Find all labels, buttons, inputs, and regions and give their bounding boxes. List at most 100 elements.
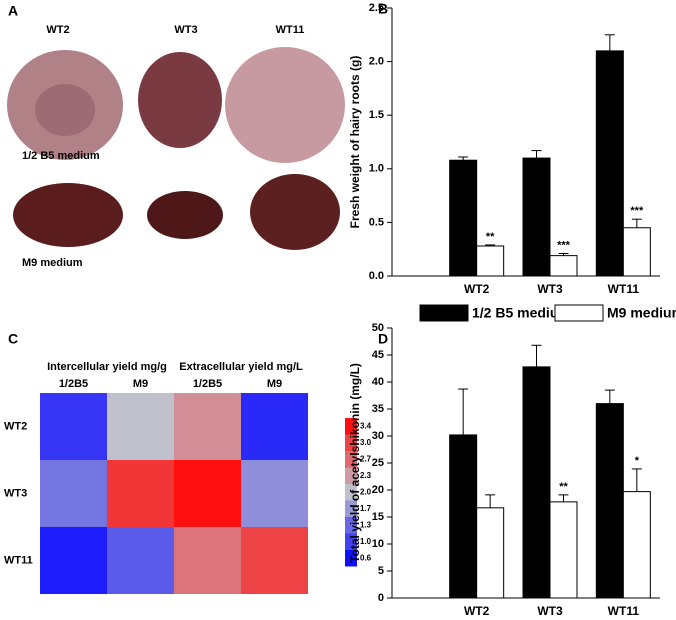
colorbar-block <box>345 451 357 468</box>
panel-label: C <box>8 331 18 347</box>
colorbar-block <box>345 467 357 484</box>
heat-cell <box>174 393 241 460</box>
significance: *** <box>630 205 644 217</box>
heat-cell <box>174 527 241 594</box>
y-tick-label: 20 <box>372 484 384 496</box>
heat-cell <box>107 393 174 460</box>
column-label: M9 <box>267 378 282 390</box>
heat-cell <box>107 460 174 527</box>
photo-root <box>13 183 123 247</box>
bar <box>449 434 478 599</box>
y-tick-label: 50 <box>372 322 384 334</box>
photo-root <box>138 52 222 148</box>
y-tick-label: 2.0 <box>369 56 384 68</box>
column-label: 1/2B5 <box>193 378 222 390</box>
y-tick-label: 35 <box>372 403 384 415</box>
y-tick-label: 1.0 <box>369 163 384 175</box>
significance: *** <box>557 239 571 251</box>
y-tick-label: 2.5 <box>369 2 384 14</box>
heat-cell <box>241 460 308 527</box>
photo-root <box>250 174 340 250</box>
y-tick-label: 0.5 <box>369 216 384 228</box>
heat-cell <box>40 460 107 527</box>
y-tick-label: 25 <box>372 457 384 469</box>
colorbar-label: 1.0 <box>360 537 372 546</box>
y-tick-label: 40 <box>372 376 384 388</box>
photo-root <box>147 191 223 239</box>
y-tick-label: 10 <box>372 538 384 550</box>
x-tick-label: WT2 <box>464 604 490 618</box>
y-tick-label: 5 <box>378 565 384 577</box>
y-tick-label: 1.5 <box>369 109 384 121</box>
legend-label: 1/2 B5 medium <box>472 305 571 321</box>
colorbar-block <box>345 533 357 550</box>
colorbar-label: 3.4 <box>360 421 372 430</box>
bar <box>522 157 551 277</box>
colorbar-block <box>345 434 357 451</box>
colorbar-label: 3.0 <box>360 438 372 447</box>
photo-root <box>35 84 95 136</box>
bar <box>449 159 478 277</box>
y-tick-label: 45 <box>372 349 384 361</box>
bar <box>595 50 624 277</box>
colorbar-block <box>345 517 357 534</box>
photo-row-label: M9 medium <box>22 257 83 269</box>
x-tick-label: WT2 <box>464 282 490 296</box>
column-group-label: Intercellular yield mg/g <box>47 361 167 373</box>
bar <box>549 255 578 277</box>
x-tick-label: WT11 <box>608 604 640 618</box>
row-label: WT11 <box>4 554 33 566</box>
legend-label: M9 medium <box>607 305 676 321</box>
heat-cell <box>107 527 174 594</box>
bar <box>622 227 651 277</box>
bar <box>595 403 624 599</box>
colorbar-label: 2.0 <box>360 487 372 496</box>
significance: ** <box>559 481 568 493</box>
colorbar-block <box>345 550 357 567</box>
y-axis-label: Total yield of acetylshikonin (mg/L) <box>348 363 362 563</box>
bar <box>476 245 505 277</box>
y-tick-label: 0.0 <box>369 270 384 282</box>
row-label: WT3 <box>4 487 27 499</box>
photo-column-label: WT2 <box>46 24 69 36</box>
colorbar-label: 0.6 <box>360 553 372 562</box>
heat-cell <box>40 393 107 460</box>
photos <box>7 47 345 250</box>
photo-column-label: WT11 <box>276 24 305 36</box>
colorbar-block <box>345 418 357 435</box>
panel-label: B <box>378 1 388 17</box>
significance: ** <box>486 231 495 243</box>
photo-row-label: 1/2 B5 medium <box>22 150 100 162</box>
colorbar-block <box>345 500 357 517</box>
x-tick-label: WT3 <box>537 282 563 296</box>
column-group-label: Extracellular yield mg/L <box>179 361 303 373</box>
column-label: 1/2B5 <box>59 378 88 390</box>
y-axis-label: Fresh weight of hairy roots (g) <box>348 56 362 229</box>
colorbar-label: 1.7 <box>360 504 372 513</box>
panel-label: D <box>378 331 388 347</box>
bar <box>476 507 505 599</box>
colorbar-block <box>345 484 357 501</box>
bar <box>622 491 651 599</box>
bar <box>522 366 551 599</box>
y-tick-label: 0 <box>378 592 384 604</box>
x-tick-label: WT3 <box>537 604 563 618</box>
heat-cell <box>241 393 308 460</box>
row-label: WT2 <box>4 420 27 432</box>
photo-root <box>225 47 345 163</box>
heat-cell <box>174 460 241 527</box>
y-tick-label: 30 <box>372 430 384 442</box>
photo-column-label: WT3 <box>174 24 197 36</box>
x-tick-label: WT11 <box>608 282 640 296</box>
column-label: M9 <box>133 378 148 390</box>
heat-cell <box>241 527 308 594</box>
colorbar-label: 2.7 <box>360 454 372 463</box>
panel-label: A <box>8 3 18 19</box>
heat-cell <box>40 527 107 594</box>
colorbar-label: 2.3 <box>360 471 372 480</box>
y-tick-label: 15 <box>372 511 384 523</box>
legend-swatch <box>554 304 604 322</box>
significance: * <box>635 455 640 467</box>
bar <box>549 501 578 599</box>
